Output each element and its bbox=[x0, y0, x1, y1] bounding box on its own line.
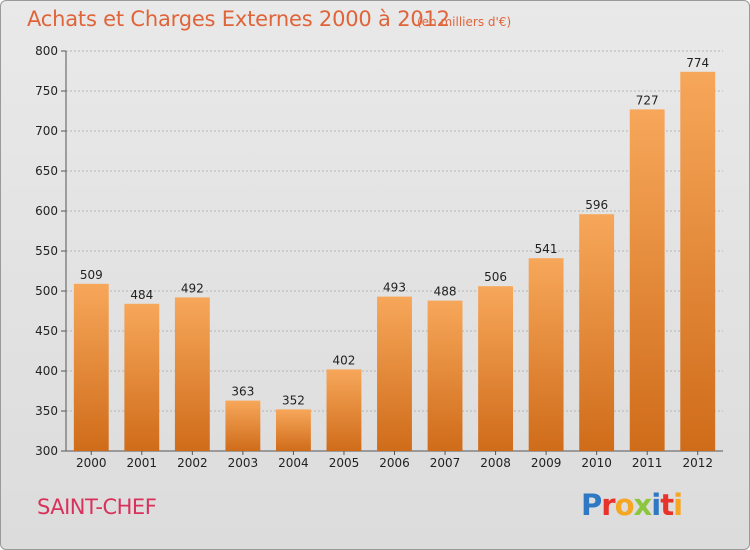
x-tick-label: 2007 bbox=[430, 456, 461, 470]
data-label: 402 bbox=[333, 353, 356, 367]
bar bbox=[124, 303, 160, 451]
data-label: 492 bbox=[181, 281, 204, 295]
bar bbox=[73, 283, 109, 451]
bar bbox=[629, 109, 665, 452]
data-label: 484 bbox=[130, 288, 153, 302]
logo-letter: t bbox=[660, 488, 674, 522]
x-tick-label: 2001 bbox=[127, 456, 158, 470]
data-label: 493 bbox=[383, 281, 406, 295]
x-tick-label: 2012 bbox=[682, 456, 713, 470]
bar bbox=[275, 409, 311, 451]
proxiti-logo: Proxiti bbox=[581, 488, 683, 522]
bar bbox=[377, 296, 412, 451]
y-tick-label: 450 bbox=[35, 324, 58, 338]
data-label: 774 bbox=[686, 56, 709, 70]
y-tick-label: 650 bbox=[35, 164, 58, 178]
data-label: 541 bbox=[535, 242, 558, 256]
logo-letter: o bbox=[614, 488, 635, 522]
logo-letter: r bbox=[601, 488, 615, 522]
x-tick-label: 2003 bbox=[228, 456, 259, 470]
x-tick-label: 2011 bbox=[632, 456, 663, 470]
data-label: 488 bbox=[434, 285, 457, 299]
chart-title: Achats et Charges Externes 2000 à 2012 bbox=[27, 7, 450, 31]
x-tick-label: 2010 bbox=[581, 456, 612, 470]
chart-unit: (en milliers d'€) bbox=[417, 15, 512, 29]
logo-letter: i bbox=[673, 488, 683, 522]
bar bbox=[579, 214, 615, 451]
x-tick-label: 2008 bbox=[480, 456, 511, 470]
y-tick-label: 600 bbox=[35, 204, 58, 218]
data-label: 363 bbox=[231, 385, 254, 399]
y-tick-label: 300 bbox=[35, 444, 58, 458]
y-tick-label: 700 bbox=[35, 124, 58, 138]
place-name: SAINT-CHEF bbox=[37, 495, 157, 519]
x-tick-label: 2000 bbox=[76, 456, 107, 470]
bar bbox=[680, 71, 716, 452]
bar bbox=[326, 369, 362, 451]
bar bbox=[427, 300, 463, 451]
bar bbox=[174, 297, 210, 451]
logo-letter: i bbox=[651, 488, 661, 522]
bar bbox=[225, 400, 261, 451]
data-label: 506 bbox=[484, 270, 507, 284]
y-tick-label: 400 bbox=[35, 364, 58, 378]
y-tick-label: 550 bbox=[35, 244, 58, 258]
x-tick-label: 2004 bbox=[278, 456, 309, 470]
y-tick-label: 350 bbox=[35, 404, 58, 418]
y-tick-label: 750 bbox=[35, 84, 58, 98]
x-tick-label: 2002 bbox=[177, 456, 208, 470]
data-label: 596 bbox=[585, 198, 608, 212]
logo-letter: P bbox=[581, 488, 602, 522]
data-label: 727 bbox=[636, 93, 659, 107]
y-tick-label: 500 bbox=[35, 284, 58, 298]
y-tick-label: 800 bbox=[35, 44, 58, 58]
x-tick-label: 2006 bbox=[379, 456, 410, 470]
x-tick-label: 2005 bbox=[329, 456, 360, 470]
bar bbox=[478, 286, 514, 451]
data-label: 352 bbox=[282, 393, 305, 407]
data-label: 509 bbox=[80, 268, 103, 282]
x-tick-label: 2009 bbox=[531, 456, 562, 470]
bar bbox=[528, 258, 564, 451]
logo-letter: x bbox=[633, 488, 653, 522]
